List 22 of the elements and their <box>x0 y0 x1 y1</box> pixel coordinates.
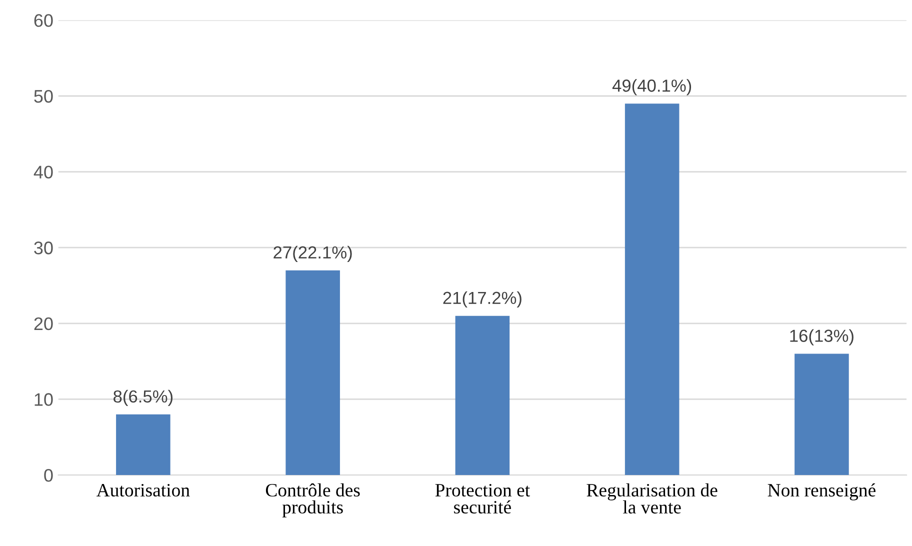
y-tick-label: 0 <box>44 468 53 482</box>
data-label: 8(6.5%) <box>114 390 173 406</box>
data-label: 21(17.2%) <box>443 291 522 308</box>
y-tick-label: 40 <box>34 166 53 179</box>
x-tick-label: Autorisation <box>96 484 190 497</box>
bar <box>455 316 510 476</box>
bar <box>794 354 849 476</box>
y-tick-label: 60 <box>34 14 53 27</box>
data-label: 16(13%) <box>790 329 854 346</box>
bar <box>286 270 340 476</box>
y-tick-label: 50 <box>34 90 53 103</box>
data-label: 27(22.1%) <box>274 246 352 262</box>
bar <box>116 414 170 476</box>
data-label: 49(40.1%) <box>612 79 692 96</box>
x-tick-label: Contrôle des produits <box>266 483 360 518</box>
y-tick-label: 30 <box>34 242 53 254</box>
y-tick-label: 10 <box>34 393 53 406</box>
y-tick-label: 20 <box>34 317 53 330</box>
x-tick-label: Non renseigné <box>768 483 876 500</box>
bar <box>624 104 680 476</box>
x-tick-label: Regularisation de la vente <box>586 483 718 514</box>
x-tick-label: Protection et securité <box>435 484 530 514</box>
